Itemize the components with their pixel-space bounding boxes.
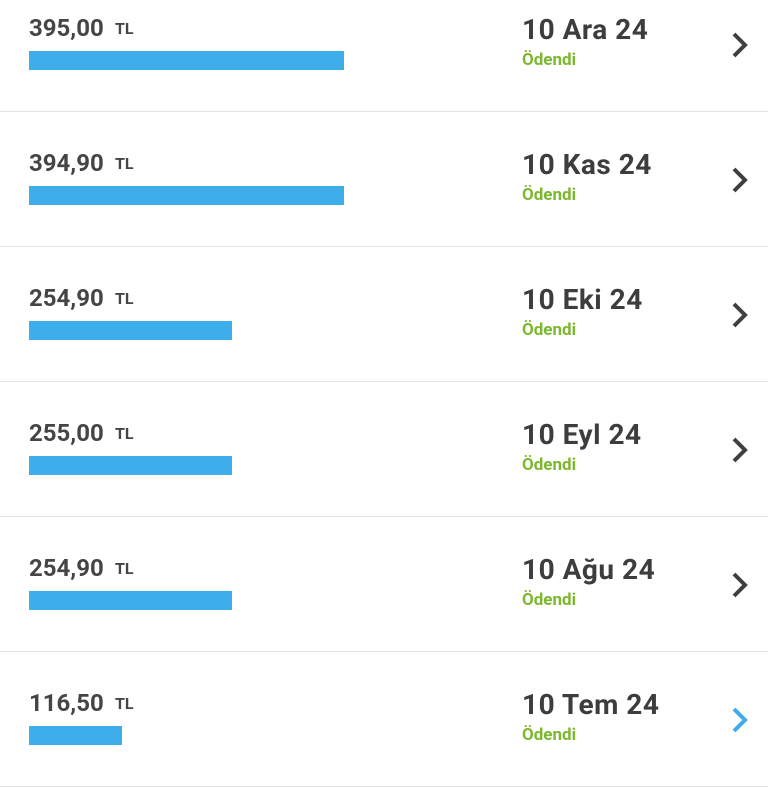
chevron-icon[interactable] <box>730 571 750 599</box>
bill-row[interactable]: 254,90 TL 10 Eki 24 Ödendi <box>0 247 768 382</box>
due-date: 10 Ara 24 <box>522 13 649 46</box>
chevron-shape <box>732 707 748 733</box>
chevron-shape <box>732 302 748 328</box>
payment-status: Ödendi <box>522 455 577 475</box>
amount: 254,90 <box>29 554 104 582</box>
due-date: 10 Eki 24 <box>522 283 643 316</box>
due-date: 10 Ağu 24 <box>522 553 656 586</box>
payment-status: Ödendi <box>522 590 577 610</box>
currency: TL <box>115 19 134 38</box>
bill-row[interactable]: 395,00 TL 10 Ara 24 Ödendi <box>0 0 768 112</box>
chevron-icon[interactable] <box>730 436 750 464</box>
due-date: 10 Kas 24 <box>522 148 652 181</box>
bill-row[interactable]: 255,00 TL 10 Eyl 24 Ödendi <box>0 382 768 517</box>
currency: TL <box>115 289 134 308</box>
amount: 254,90 <box>29 284 104 312</box>
chevron-icon[interactable] <box>730 706 750 734</box>
payment-status: Ödendi <box>522 725 577 745</box>
currency: TL <box>115 424 134 443</box>
payment-status: Ödendi <box>522 185 577 205</box>
chevron-icon[interactable] <box>730 301 750 329</box>
chevron-shape <box>732 167 748 193</box>
chevron-shape <box>732 32 748 58</box>
amount-bar <box>29 726 122 745</box>
bill-row[interactable]: 254,90 TL 10 Ağu 24 Ödendi <box>0 517 768 652</box>
currency: TL <box>115 154 134 173</box>
currency: TL <box>115 694 134 713</box>
bill-row[interactable]: 394,90 TL 10 Kas 24 Ödendi <box>0 112 768 247</box>
amount-bar <box>29 591 233 610</box>
chevron-icon[interactable] <box>730 166 750 194</box>
amount-bar <box>29 456 233 475</box>
amount-bar <box>29 51 344 70</box>
amount: 116,50 <box>29 689 104 717</box>
payment-status: Ödendi <box>522 320 577 340</box>
chevron-shape <box>732 572 748 598</box>
chevron-icon[interactable] <box>730 31 750 59</box>
payment-status: Ödendi <box>522 50 577 70</box>
currency: TL <box>115 559 134 578</box>
amount-bar <box>29 321 233 340</box>
due-date: 10 Tem 24 <box>522 688 660 721</box>
amount: 394,90 <box>29 149 104 177</box>
amount: 395,00 <box>29 14 104 42</box>
amount: 255,00 <box>29 419 104 447</box>
chevron-shape <box>732 437 748 463</box>
amount-bar <box>29 186 344 205</box>
bill-row[interactable]: 116,50 TL 10 Tem 24 Ödendi <box>0 652 768 787</box>
due-date: 10 Eyl 24 <box>522 418 642 451</box>
